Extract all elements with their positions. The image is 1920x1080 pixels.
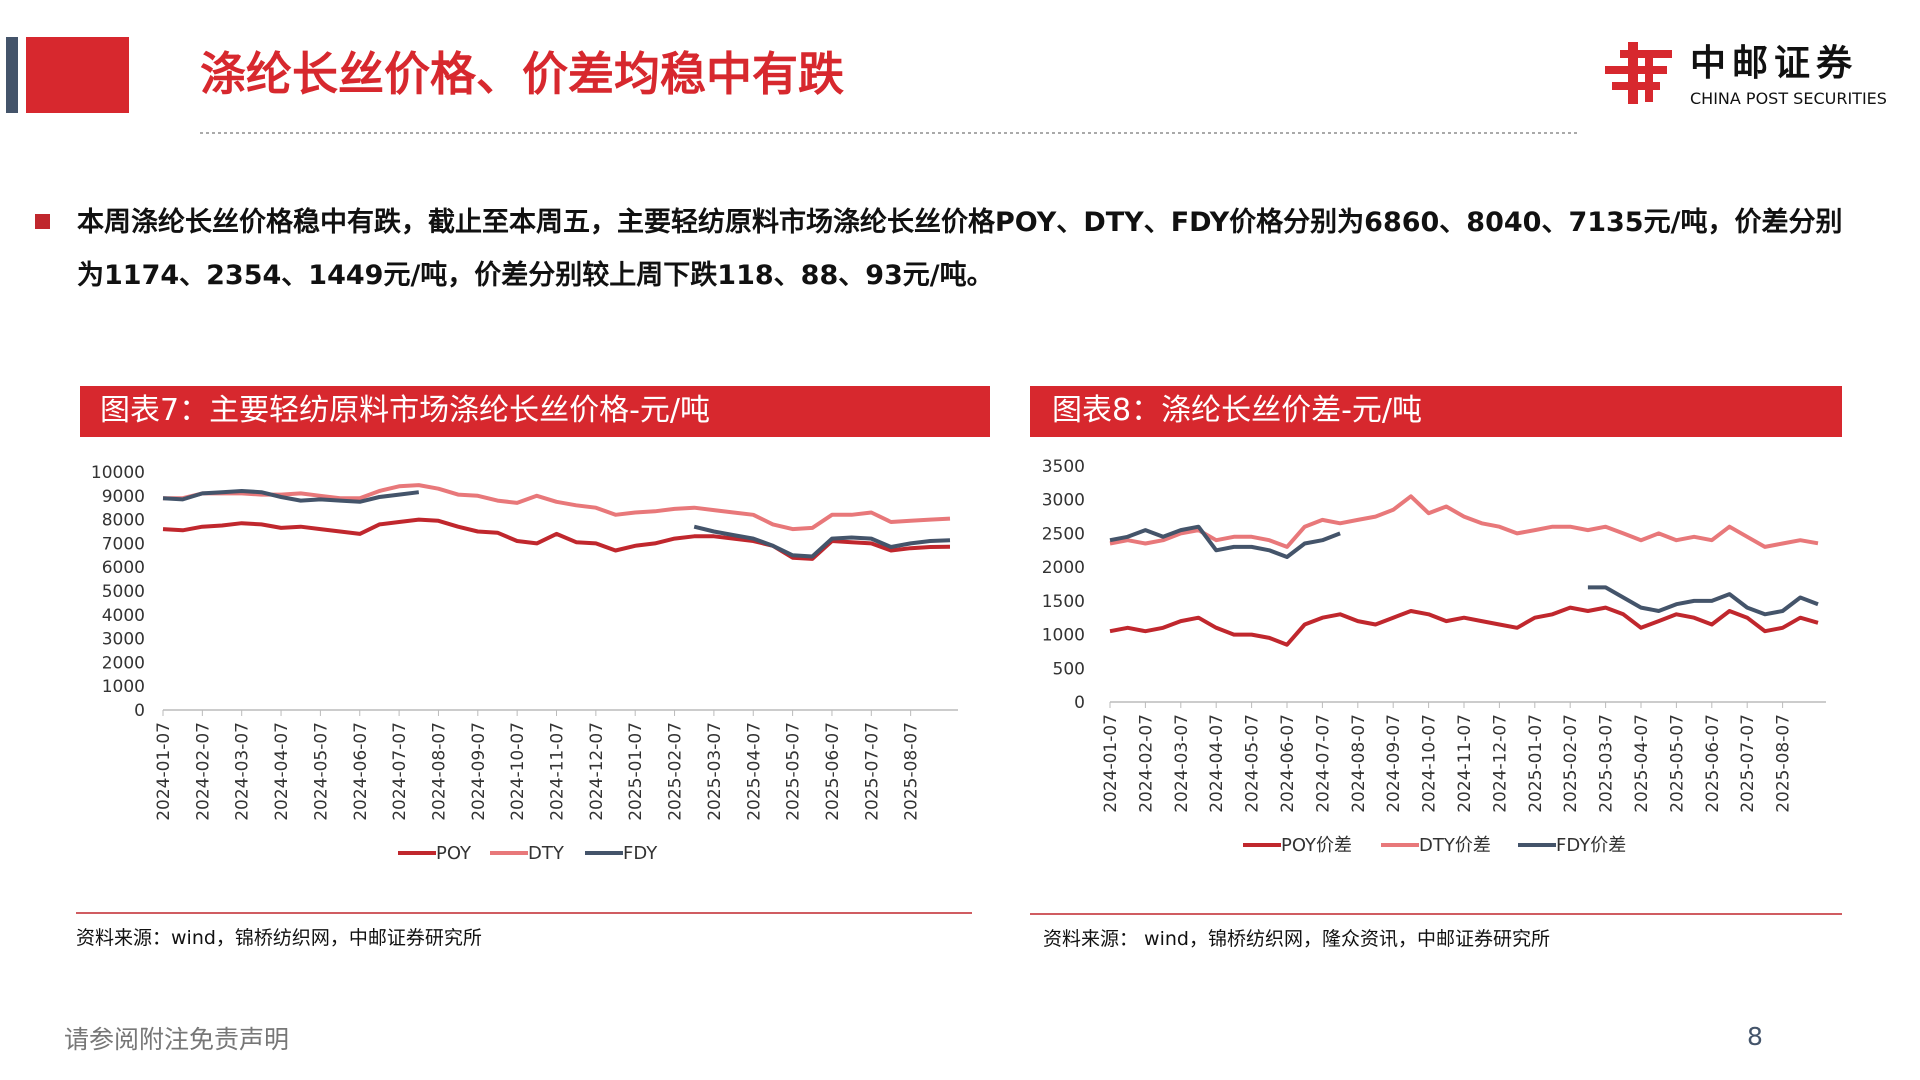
chart-title: 图表8：涤纶长丝价差-元/吨 <box>1052 393 1422 428</box>
x-tick-label: 2025-05-07 <box>784 722 804 821</box>
y-tick-label: 2500 <box>1042 524 1085 544</box>
x-tick-label: 2024-04-07 <box>272 722 292 821</box>
x-tick-label: 2024-09-07 <box>1384 714 1404 813</box>
y-tick-label: 6000 <box>102 558 145 578</box>
y-tick-label: 2000 <box>102 653 145 673</box>
series-line <box>163 483 951 532</box>
x-tick-label: 2025-02-07 <box>1561 714 1581 813</box>
y-tick-label: 1500 <box>1042 592 1085 612</box>
x-tick-label: 2024-12-07 <box>1490 714 1510 813</box>
legend-label: DTY <box>528 843 565 864</box>
chart-source: 资料来源：wind，锦桥纺织网，中邮证券研究所 <box>76 927 482 949</box>
page-title: 涤纶长丝价格、价差均稳中有跌 <box>200 47 844 101</box>
x-tick-label: 2025-06-07 <box>1703 714 1723 813</box>
x-tick-label: 2024-06-07 <box>351 722 371 821</box>
x-tick-label: 2024-01-07 <box>154 722 174 821</box>
legend-label: FDY <box>623 843 658 864</box>
y-tick-label: 4000 <box>102 606 145 626</box>
x-tick-label: 2025-08-07 <box>902 722 922 821</box>
logo-cn: 中邮证券 <box>1690 43 1858 84</box>
y-tick-label: 10000 <box>91 463 145 483</box>
series-line <box>162 489 951 559</box>
legend-label: DTY价差 <box>1419 835 1491 856</box>
x-tick-label: 2024-07-07 <box>390 722 410 821</box>
chart-source: 资料来源： wind，锦桥纺织网，隆众资讯，中邮证券研究所 <box>1043 928 1550 950</box>
x-tick-label: 2024-03-07 <box>233 722 253 821</box>
y-tick-label: 1000 <box>102 677 145 697</box>
x-tick-label: 2024-05-07 <box>311 722 331 821</box>
x-tick-label: 2024-04-07 <box>1207 714 1227 813</box>
y-tick-label: 5000 <box>102 582 145 602</box>
bullet <box>35 214 50 229</box>
x-tick-label: 2025-01-07 <box>1526 714 1546 813</box>
x-tick-label: 2025-04-07 <box>1632 714 1652 813</box>
y-tick-label: 3000 <box>102 630 145 650</box>
y-tick-label: 0 <box>1074 693 1085 713</box>
x-tick-label: 2024-12-07 <box>587 722 607 821</box>
chart-header-band <box>1030 386 1842 437</box>
x-tick-label: 2025-06-07 <box>823 722 843 821</box>
y-tick-label: 0 <box>134 701 145 721</box>
x-tick-label: 2025-01-07 <box>626 722 646 821</box>
series-line <box>1109 605 1819 647</box>
body-text: 本周涤纶长丝价格稳中有跌，截止至本周五，主要轻纺原料市场涤纶长丝价格POY、DT… <box>77 207 1843 291</box>
x-tick-label: 2025-03-07 <box>1597 714 1617 813</box>
x-tick-label: 2024-10-07 <box>1420 714 1440 813</box>
logo-icon <box>1605 42 1672 104</box>
footer-disclaimer: 请参阅附注免责声明 <box>64 1025 289 1054</box>
y-tick-label: 3000 <box>1042 491 1085 511</box>
x-tick-label: 2024-09-07 <box>469 722 489 821</box>
y-tick-label: 500 <box>1053 659 1085 679</box>
y-tick-label: 9000 <box>102 487 145 507</box>
chart-header-band <box>80 386 990 437</box>
x-tick-label: 2025-03-07 <box>705 722 725 821</box>
x-tick-label: 2024-10-07 <box>508 722 528 821</box>
x-tick-label: 2025-05-07 <box>1667 714 1687 813</box>
header-block <box>26 37 129 113</box>
x-tick-label: 2024-01-07 <box>1101 714 1121 813</box>
x-tick-label: 2024-11-07 <box>1455 714 1475 813</box>
x-tick-label: 2025-07-07 <box>862 722 882 821</box>
y-tick-label: 7000 <box>102 534 145 554</box>
x-tick-label: 2025-02-07 <box>666 722 686 821</box>
x-tick-label: 2025-07-07 <box>1738 714 1758 813</box>
y-tick-label: 8000 <box>102 511 145 531</box>
x-tick-label: 2024-06-07 <box>1278 714 1298 813</box>
x-tick-label: 2024-02-07 <box>193 722 213 821</box>
header-accent <box>6 37 18 113</box>
page-number: 8 <box>1747 1022 1763 1051</box>
x-tick-label: 2024-08-07 <box>429 722 449 821</box>
y-tick-label: 2000 <box>1042 558 1085 578</box>
x-tick-label: 2024-08-07 <box>1349 714 1369 813</box>
legend-label: POY价差 <box>1281 835 1352 856</box>
chart-title: 图表7：主要轻纺原料市场涤纶长丝价格-元/吨 <box>100 393 710 428</box>
x-tick-label: 2024-03-07 <box>1172 714 1192 813</box>
legend-label: FDY价差 <box>1556 835 1626 856</box>
x-tick-label: 2024-05-07 <box>1243 714 1263 813</box>
x-tick-label: 2025-04-07 <box>744 722 764 821</box>
x-tick-label: 2024-07-07 <box>1313 714 1333 813</box>
x-tick-label: 2024-11-07 <box>548 722 568 821</box>
logo-en: CHINA POST SECURITIES <box>1690 89 1887 108</box>
y-tick-label: 1000 <box>1042 626 1085 646</box>
x-tick-label: 2024-02-07 <box>1136 714 1156 813</box>
series-line <box>1109 524 1819 617</box>
x-tick-label: 2025-08-07 <box>1774 714 1794 813</box>
y-tick-label: 3500 <box>1042 457 1085 477</box>
series-line <box>1109 494 1819 549</box>
legend-label: POY <box>436 843 472 864</box>
